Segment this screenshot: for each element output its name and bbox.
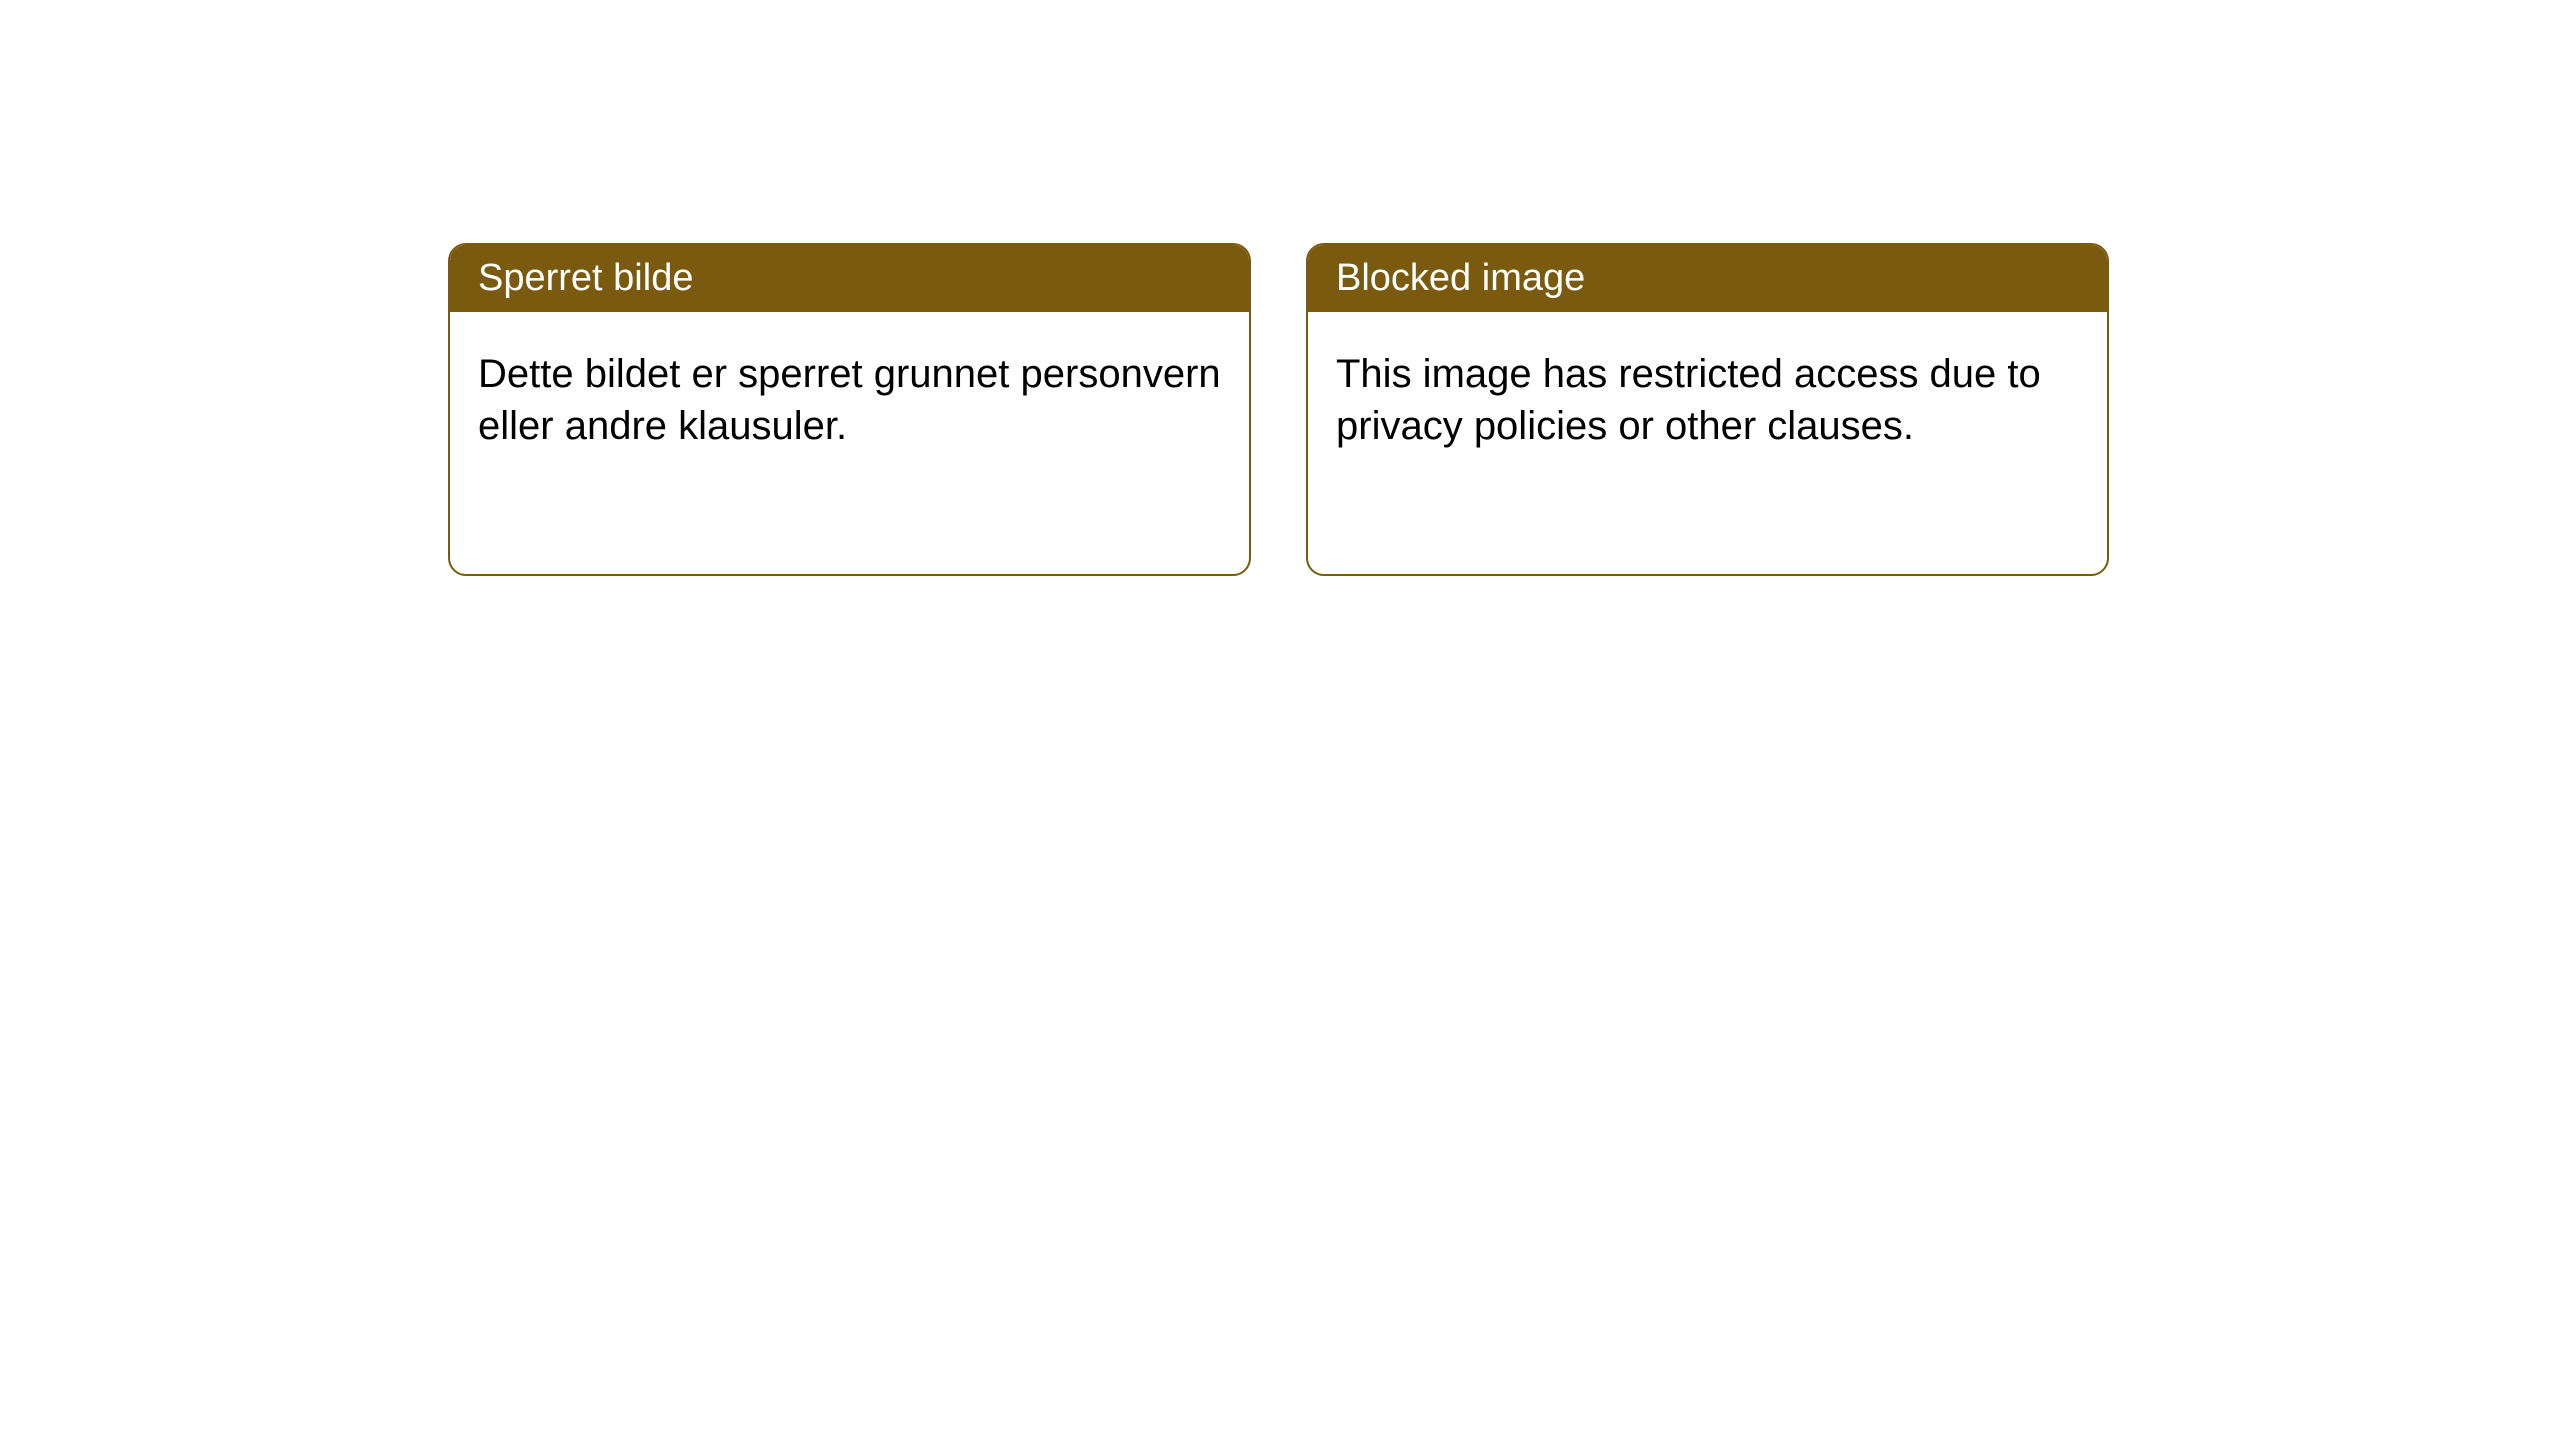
notice-card-norwegian: Sperret bilde Dette bildet er sperret gr…: [448, 243, 1251, 576]
notice-title: Blocked image: [1336, 257, 1585, 299]
notice-body: This image has restricted access due to …: [1308, 312, 2107, 488]
notice-body-text: This image has restricted access due to …: [1336, 352, 2041, 448]
notice-body: Dette bildet er sperret grunnet personve…: [450, 312, 1249, 488]
notice-title: Sperret bilde: [478, 257, 693, 299]
notice-body-text: Dette bildet er sperret grunnet personve…: [478, 352, 1221, 448]
notice-card-english: Blocked image This image has restricted …: [1306, 243, 2109, 576]
notice-header: Blocked image: [1308, 245, 2107, 312]
notice-header: Sperret bilde: [450, 245, 1249, 312]
notice-container: Sperret bilde Dette bildet er sperret gr…: [448, 243, 2109, 576]
